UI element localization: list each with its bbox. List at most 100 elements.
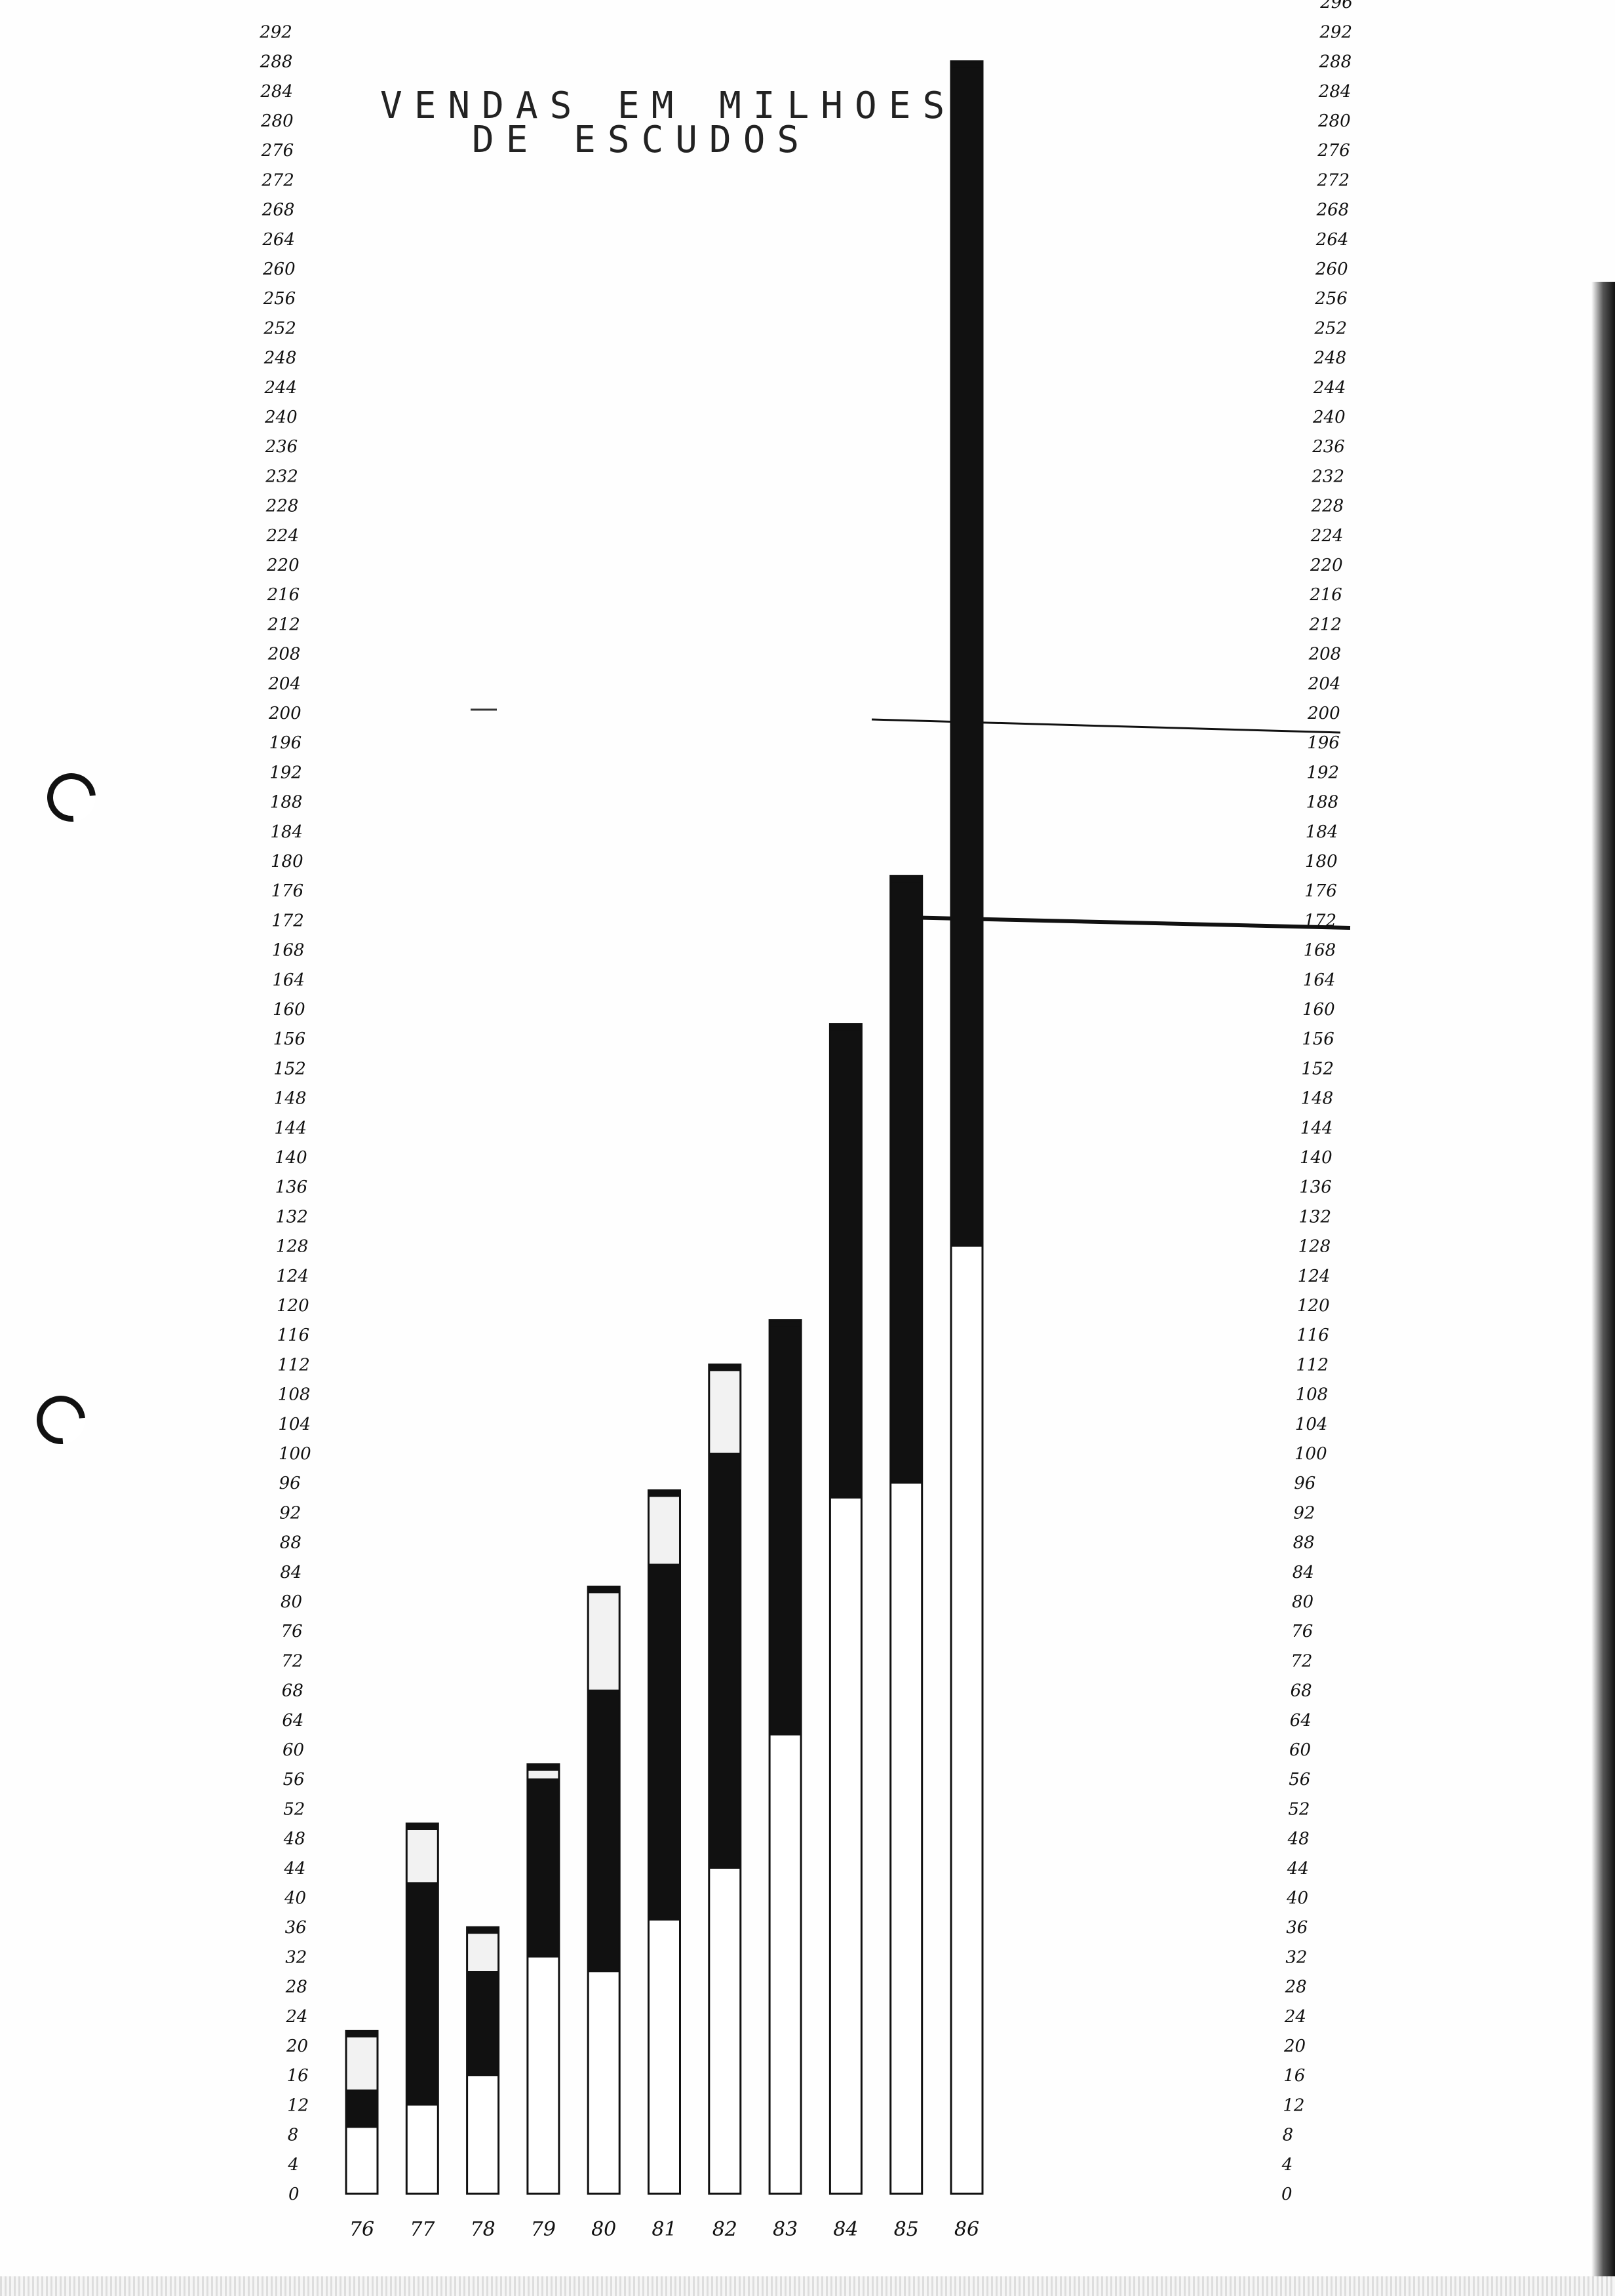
left-tick-label: 12 (287, 2095, 309, 2115)
bar-cap (588, 1586, 620, 1594)
left-tick-label: 272 (261, 170, 294, 190)
right-tick-label: 228 (1311, 497, 1344, 516)
right-tick-label: 96 (1294, 1474, 1315, 1493)
right-tick-label: 232 (1311, 467, 1344, 486)
bars (345, 60, 984, 2195)
left-tick-label: 104 (278, 1415, 311, 1434)
left-tick-label: 92 (279, 1503, 301, 1523)
left-tick-label: 80 (281, 1592, 302, 1612)
x-axis-labels: 76 77 78 79 80 81 82 83 84 85 86 (349, 2218, 979, 2241)
bar-segment (950, 60, 983, 1247)
x-tick-label: 81 (652, 2218, 676, 2241)
bar-segment (769, 1734, 802, 2194)
bar-segment (466, 2075, 499, 2194)
left-tick-label: 136 (275, 1177, 308, 1197)
right-tick-label: 16 (1283, 2066, 1305, 2086)
bar-segment (708, 1453, 741, 1869)
right-tick-label: 152 (1301, 1059, 1334, 1079)
bar-outline (708, 1363, 742, 2195)
right-tick-label: 108 (1296, 1385, 1329, 1405)
right-tick-label: 84 (1293, 1563, 1314, 1582)
left-tick-label: 232 (265, 467, 298, 486)
bar-outline (950, 60, 984, 2195)
bar-segment (466, 1926, 499, 1972)
left-tick-label: 120 (277, 1296, 309, 1316)
right-tick-label: 244 (1313, 378, 1346, 398)
bar-outline (526, 1763, 560, 2195)
left-tick-label: 208 (267, 645, 301, 664)
right-tick-label: 12 (1283, 2095, 1304, 2115)
scan-noise-strip (0, 2276, 1615, 2296)
left-tick-label: 204 (267, 674, 301, 694)
left-tick-label: 212 (267, 615, 300, 634)
right-tick-label: 184 (1306, 822, 1338, 842)
reference-line-200 (871, 718, 1341, 734)
bar-segment (950, 1245, 983, 2194)
left-tick-label: 112 (277, 1355, 310, 1375)
page-edge-shadow (1591, 282, 1615, 2296)
left-tick-label: 196 (269, 733, 302, 753)
bar-segment (829, 1497, 863, 2194)
bar-cap (648, 1490, 680, 1497)
left-tick-label: 64 (282, 1711, 303, 1731)
bar-cap (527, 1764, 559, 1771)
right-tick-label: 64 (1290, 1711, 1312, 1731)
left-tick-label: 228 (265, 497, 299, 516)
left-tick-label: 100 (279, 1444, 311, 1464)
bar-outline (587, 1585, 621, 2195)
left-tick-label: 88 (280, 1533, 302, 1553)
right-tick-label: 220 (1310, 556, 1343, 575)
right-tick-label: 80 (1292, 1592, 1313, 1612)
bar-outline (828, 1023, 863, 2195)
left-tick-label: 216 (267, 585, 300, 605)
left-tick-label: 144 (274, 1119, 307, 1138)
bar-segment (648, 1919, 681, 2194)
x-tick-label: 77 (410, 2218, 435, 2241)
left-tick-label: 240 (264, 408, 298, 427)
right-tick-label: 52 (1288, 1799, 1310, 1819)
left-tick-label: 252 (263, 318, 296, 338)
bar-cap (769, 1320, 802, 1327)
left-tick-label: 108 (278, 1385, 311, 1405)
right-tick-label: 260 (1315, 259, 1348, 279)
left-tick-label: 148 (274, 1089, 307, 1109)
right-tick-label: 112 (1296, 1355, 1329, 1375)
left-tick-label: 168 (272, 941, 305, 961)
bar-84 (828, 1023, 863, 2195)
left-tick-label: 48 (283, 1829, 305, 1849)
left-tick-label: 176 (271, 881, 304, 901)
left-tick-label: 132 (275, 1207, 308, 1227)
right-tick-label: 0 (1281, 2185, 1293, 2204)
right-tick-label: 160 (1302, 1000, 1335, 1020)
right-tick-label: 36 (1286, 1918, 1308, 1938)
bar-76 (345, 2029, 379, 2195)
right-tick-label: 268 (1316, 201, 1350, 220)
bar-79 (526, 1763, 560, 2195)
bar-cap (346, 2031, 378, 2038)
x-tick-label: 80 (591, 2218, 616, 2241)
x-tick-label: 82 (712, 2218, 737, 2241)
bar-segment (648, 1563, 681, 1921)
right-tick-label: 256 (1314, 289, 1348, 309)
bar-83 (768, 1319, 802, 2195)
bar-cap (406, 1824, 438, 1830)
left-tick-label: 152 (273, 1059, 306, 1079)
left-axis-ticks: 0481216202428323640444852566064687276808… (259, 22, 311, 2204)
x-tick-label: 83 (773, 2218, 798, 2241)
bar-cap (709, 1364, 741, 1371)
right-tick-label: 4 (1281, 2155, 1293, 2175)
left-tick-label: 188 (270, 793, 303, 813)
left-tick-label: 0 (288, 2185, 300, 2204)
bar-cap (890, 875, 922, 883)
x-tick-label: 85 (894, 2218, 919, 2241)
x-tick-label: 78 (471, 2218, 496, 2241)
bar-segment (889, 875, 923, 1484)
left-tick-label: 268 (262, 201, 295, 220)
right-tick-label: 200 (1307, 704, 1340, 723)
bar-segment (526, 1956, 560, 2194)
right-tick-label: 48 (1287, 1829, 1310, 1849)
right-tick-label: 124 (1298, 1267, 1331, 1286)
right-tick-label: 276 (1317, 141, 1350, 161)
bar-outline (768, 1319, 802, 2195)
